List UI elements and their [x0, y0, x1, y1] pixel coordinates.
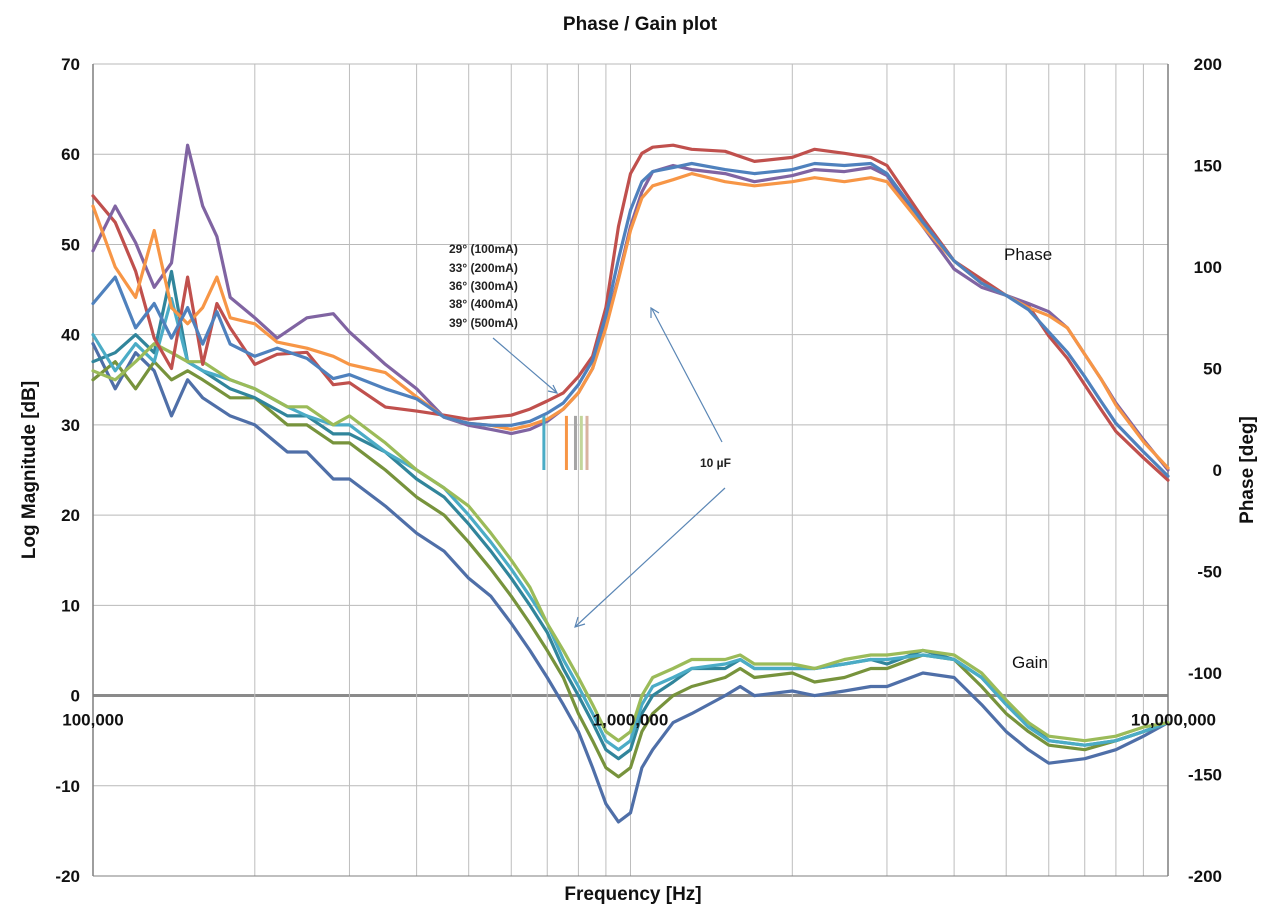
y-left-tick-label: -10	[55, 777, 80, 796]
phase-margin-annotation: 29° (100mA) 33° (200mA) 36° (300mA) 38° …	[449, 242, 518, 330]
y-left-tick-label: 50	[61, 235, 80, 254]
x-tick-label: 100,000	[62, 711, 123, 730]
y-left-tick-label: 70	[61, 55, 80, 74]
crossover-markers	[542, 415, 589, 470]
x-axis-title: Frequency [Hz]	[564, 884, 701, 905]
chart-title: Phase / Gain plot	[563, 14, 718, 35]
y-left-tick-label: -20	[55, 867, 80, 886]
pm-label-300ma: 36° (300mA)	[449, 279, 518, 293]
annotation-arrows	[492, 306, 726, 628]
series-layer	[91, 143, 1170, 824]
gain-label: Gain	[1012, 653, 1048, 672]
pm-label-500ma: 39° (500mA)	[449, 316, 518, 330]
tick-labels: 706050403020100-10-20200150100500-50-100…	[55, 55, 1222, 886]
pm-arrowhead	[547, 384, 559, 394]
y-left-axis-title: Log Magnitude [dB]	[19, 381, 40, 559]
pm-label-100ma: 29° (100mA)	[449, 242, 518, 256]
x-tick-label: 10,000,000	[1131, 711, 1216, 730]
y-left-tick-label: 0	[71, 687, 80, 706]
y-right-tick-label: -100	[1188, 664, 1222, 683]
phase-label: Phase	[1004, 245, 1052, 264]
gain-arrow	[575, 487, 726, 627]
phase-arrow	[651, 308, 723, 443]
y-left-tick-label: 20	[61, 506, 80, 525]
y-left-tick-label: 40	[61, 326, 80, 345]
phase-arrowhead	[650, 306, 660, 318]
pm-arrow	[492, 337, 557, 393]
capacitor-label: 10 µF	[700, 456, 731, 470]
y-left-tick-label: 60	[61, 145, 80, 164]
y-right-axis-title: Phase [deg]	[1237, 416, 1258, 524]
gain-series-line-5	[91, 342, 1170, 743]
y-right-tick-label: -200	[1188, 867, 1222, 886]
y-right-tick-label: 200	[1194, 55, 1222, 74]
y-right-tick-label: 0	[1213, 461, 1222, 480]
y-right-tick-label: -50	[1197, 563, 1222, 582]
y-left-tick-label: 30	[61, 416, 80, 435]
pm-label-200ma: 33° (200mA)	[449, 261, 518, 275]
x-tick-label: 1,000,000	[593, 711, 669, 730]
y-right-tick-label: 150	[1194, 157, 1222, 176]
y-right-tick-label: -150	[1188, 766, 1222, 785]
gain-arrowhead	[574, 616, 586, 628]
y-right-tick-label: 50	[1203, 360, 1222, 379]
y-right-tick-label: 100	[1194, 258, 1222, 277]
phase-series-line-4	[91, 161, 1170, 478]
pm-label-400ma: 38° (400mA)	[449, 297, 518, 311]
y-left-tick-label: 10	[61, 596, 80, 615]
gain-series-line-1	[91, 342, 1170, 824]
